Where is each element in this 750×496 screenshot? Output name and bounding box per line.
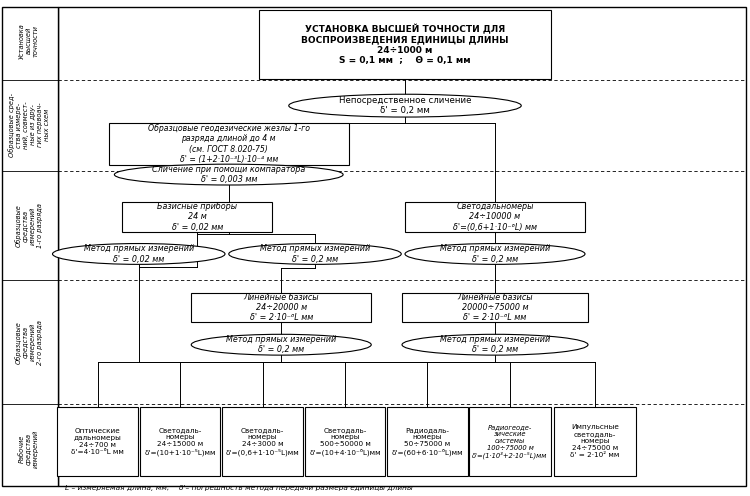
FancyBboxPatch shape: [405, 202, 585, 232]
Ellipse shape: [402, 334, 588, 355]
Text: Метод прямых измерений
δ' = 0,2 мм: Метод прямых измерений δ' = 0,2 мм: [260, 244, 370, 264]
Ellipse shape: [229, 244, 401, 264]
Text: Импульсные
светодаль-
номеры
24÷75000 м
δ' = 2·10² мм: Импульсные светодаль- номеры 24÷75000 м …: [570, 425, 620, 458]
Text: УСТАНОВКА ВЫСШЕЙ ТОЧНОСТИ ДЛЯ
ВОСПРОИЗВЕДЕНИЯ ЕДИНИЦЫ ДЛИНЫ
24÷1000 м
S = 0,1 мм: УСТАНОВКА ВЫСШЕЙ ТОЧНОСТИ ДЛЯ ВОСПРОИЗВЕ…: [302, 24, 508, 65]
Text: Оптические
дальномеры
24÷700 м
δ'=4·10⁻⁶L мм: Оптические дальномеры 24÷700 м δ'=4·10⁻⁶…: [71, 428, 124, 455]
Text: L – измеряемая длина, мм;    δ'– погрешность метода передачи размера единицы дли: L – измеряемая длина, мм; δ'– погрешност…: [65, 485, 413, 491]
FancyBboxPatch shape: [140, 407, 220, 476]
Text: Базисные приборы
24 м
δ' = 0,02 мм: Базисные приборы 24 м δ' = 0,02 мм: [158, 202, 237, 232]
Text: Сличение при помощи компаратора
δ' = 0,003 мм: Сличение при помощи компаратора δ' = 0,0…: [152, 165, 305, 185]
Text: Светодаль-
номеры
24÷15000 м
δ'=(10+1·10⁻⁵L)мм: Светодаль- номеры 24÷15000 м δ'=(10+1·10…: [144, 427, 216, 456]
FancyBboxPatch shape: [191, 293, 371, 322]
Ellipse shape: [53, 244, 225, 264]
FancyBboxPatch shape: [387, 407, 468, 476]
Text: Метод прямых измерений
δ' = 0,2 мм: Метод прямых измерений δ' = 0,2 мм: [440, 244, 550, 264]
Text: Линейные базисы
20000÷75000 м
δ' = 2·10⁻⁶L мм: Линейные базисы 20000÷75000 м δ' = 2·10⁻…: [458, 293, 532, 322]
FancyBboxPatch shape: [58, 7, 746, 486]
FancyBboxPatch shape: [122, 202, 272, 232]
Text: Образцовые геодезические жезлы 1-го
разряда длиной до 4 м
(см. ГОСТ 8.020-75)
δ': Образцовые геодезические жезлы 1-го разр…: [148, 124, 310, 164]
Ellipse shape: [289, 94, 521, 117]
Text: Метод прямых измерений
δ' = 0,02 мм: Метод прямых измерений δ' = 0,02 мм: [84, 244, 194, 264]
FancyBboxPatch shape: [222, 407, 302, 476]
Text: Непосредственное сличение
δ' = 0,2 мм: Непосредственное сличение δ' = 0,2 мм: [339, 96, 471, 116]
FancyBboxPatch shape: [402, 293, 588, 322]
Ellipse shape: [405, 244, 585, 264]
Text: Светодаль-
номеры
500÷50000 м
δ'=(10+4·10⁻⁶L)мм: Светодаль- номеры 500÷50000 м δ'=(10+4·1…: [309, 427, 381, 456]
Text: Радиодаль-
номеры
50÷75000 м
δ'=(60+6·10⁻⁶L)мм: Радиодаль- номеры 50÷75000 м δ'=(60+6·10…: [392, 427, 464, 456]
FancyBboxPatch shape: [304, 407, 386, 476]
Text: Образцовые
средства
измерений
2-го разряда: Образцовые средства измерений 2-го разря…: [15, 320, 43, 365]
FancyBboxPatch shape: [554, 407, 636, 476]
FancyBboxPatch shape: [2, 7, 58, 486]
Text: Радиогеоде-
зические
системы
100÷75000 м
δ'=(1·10³+2·10⁻⁵L)мм: Радиогеоде- зические системы 100÷75000 м…: [472, 424, 548, 459]
Text: Светодаль-
номеры
24÷3000 м
δ'=(0,6+1·10⁻⁵L)мм: Светодаль- номеры 24÷3000 м δ'=(0,6+1·10…: [226, 427, 299, 456]
Text: Образцовые
средства
измерений
1-го разряда: Образцовые средства измерений 1-го разря…: [15, 203, 43, 248]
FancyBboxPatch shape: [58, 407, 138, 476]
FancyBboxPatch shape: [259, 10, 551, 79]
Text: Образцовые сред-
ства измере-
ний, совмест-
ные из дру-
гих первоач-
ных схем: Образцовые сред- ства измере- ний, совме…: [8, 93, 50, 157]
Text: Метод прямых измерений
δ' = 0,2 мм: Метод прямых измерений δ' = 0,2 мм: [226, 335, 336, 355]
Text: Метод прямых измерений
δ' = 0,2 мм: Метод прямых измерений δ' = 0,2 мм: [440, 335, 550, 355]
Text: Установка
высшей
точности: Установка высшей точности: [19, 23, 39, 59]
FancyBboxPatch shape: [109, 123, 349, 165]
Text: Светодальномеры
24÷10000 м
δ'=(0,6+1·10⁻⁶L) мм: Светодальномеры 24÷10000 м δ'=(0,6+1·10⁻…: [453, 202, 537, 232]
Text: Линейные базисы
24÷20000 м
δ' = 2·10⁻⁶L мм: Линейные базисы 24÷20000 м δ' = 2·10⁻⁶L …: [244, 293, 319, 322]
Ellipse shape: [191, 334, 371, 355]
Ellipse shape: [114, 164, 343, 185]
Text: Рабочие
средства
измерений: Рабочие средства измерений: [19, 430, 39, 468]
FancyBboxPatch shape: [469, 407, 551, 476]
